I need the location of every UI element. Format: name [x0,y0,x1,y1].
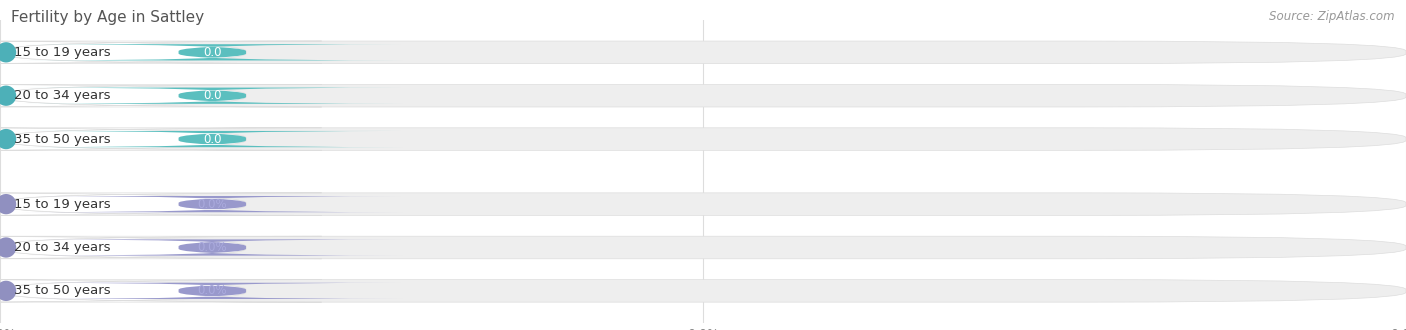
Ellipse shape [0,42,17,62]
Text: 0.0%: 0.0% [197,241,228,254]
Text: 0.0%: 0.0% [197,284,228,297]
FancyBboxPatch shape [0,280,322,302]
FancyBboxPatch shape [0,280,1406,302]
Text: 15 to 19 years: 15 to 19 years [14,198,111,211]
FancyBboxPatch shape [0,193,322,215]
Ellipse shape [0,129,17,149]
FancyBboxPatch shape [22,131,402,147]
Text: 0.0: 0.0 [202,133,222,146]
FancyBboxPatch shape [22,87,402,104]
FancyBboxPatch shape [0,128,322,150]
FancyBboxPatch shape [0,84,322,107]
FancyBboxPatch shape [0,236,1406,259]
Ellipse shape [0,194,17,214]
Text: 20 to 34 years: 20 to 34 years [14,241,111,254]
FancyBboxPatch shape [22,196,402,212]
FancyBboxPatch shape [0,193,1406,215]
Text: 35 to 50 years: 35 to 50 years [14,133,111,146]
FancyBboxPatch shape [0,41,1406,64]
FancyBboxPatch shape [22,239,402,256]
Text: 15 to 19 years: 15 to 19 years [14,46,111,59]
FancyBboxPatch shape [22,283,402,299]
Text: 0.0%: 0.0% [197,198,228,211]
Ellipse shape [0,85,17,106]
Ellipse shape [0,237,17,258]
FancyBboxPatch shape [0,84,1406,107]
Text: Source: ZipAtlas.com: Source: ZipAtlas.com [1270,10,1395,23]
FancyBboxPatch shape [0,128,1406,150]
Text: 35 to 50 years: 35 to 50 years [14,284,111,297]
Text: 0.0: 0.0 [202,89,222,102]
FancyBboxPatch shape [0,41,322,64]
Text: 20 to 34 years: 20 to 34 years [14,89,111,102]
Text: Fertility by Age in Sattley: Fertility by Age in Sattley [11,10,204,25]
FancyBboxPatch shape [22,44,402,60]
Text: 0.0: 0.0 [202,46,222,59]
FancyBboxPatch shape [0,236,322,259]
Ellipse shape [0,281,17,301]
